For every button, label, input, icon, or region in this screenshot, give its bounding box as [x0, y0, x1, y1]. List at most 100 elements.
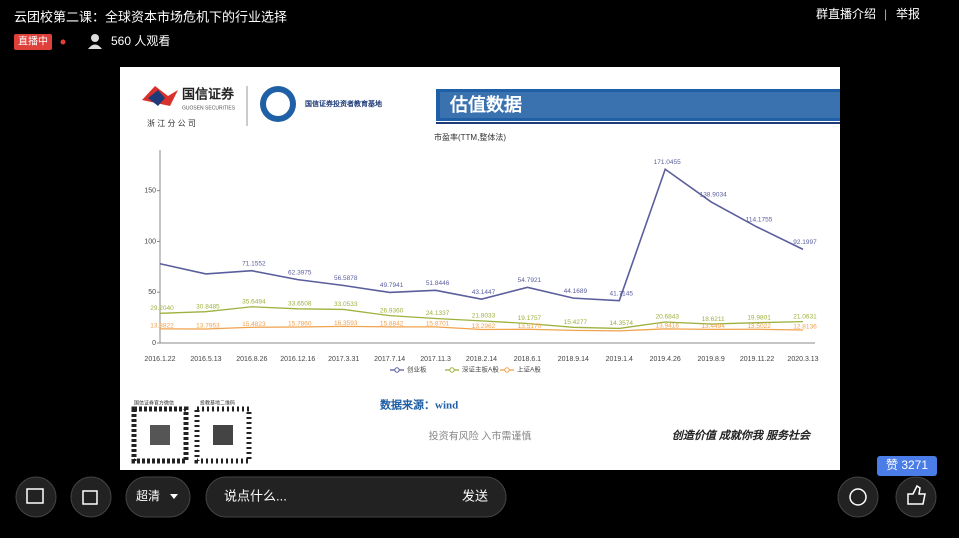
- branch: 浙 江 分 公 司: [147, 118, 196, 128]
- data-label: 18.6211: [702, 316, 725, 323]
- data-label: 49.7941: [380, 282, 404, 289]
- gift-button[interactable]: [837, 476, 879, 518]
- quality-caret: [170, 494, 178, 499]
- live-badge: 直播中: [18, 35, 48, 48]
- company-en: GUOSEN SECURITIES: [182, 105, 236, 111]
- data-label: 14.3574: [610, 320, 634, 327]
- stream-title: 云团校第二课：全球资本市场危机下的行业选择: [14, 9, 287, 24]
- y-tick-label: 150: [144, 187, 156, 194]
- series-line: [159, 306, 804, 330]
- x-tick-label: 2017.3.31: [328, 356, 359, 363]
- heading-gloss: [440, 92, 840, 118]
- x-tick-label: 2016.1.22: [144, 356, 175, 363]
- data-label: 30.8485: [196, 303, 220, 310]
- company-logo-inner: [148, 90, 165, 106]
- data-label: 13.2962: [472, 323, 496, 330]
- heading-bar: [436, 89, 840, 121]
- like-count: 赞 3271: [886, 458, 928, 472]
- legend-marker: [449, 367, 455, 373]
- qr-label: 投教基地二维码: [200, 399, 235, 406]
- data-label: 13.7953: [196, 323, 220, 330]
- risk-note: 投资有风险 入市需谨慎: [429, 430, 532, 443]
- x-tick-label: 2016.12.16: [280, 356, 315, 363]
- base-name: 国信证券投资者教育基地: [305, 99, 382, 108]
- send-button[interactable]: 发送: [462, 488, 488, 503]
- data-label: 51.8446: [426, 280, 450, 287]
- like-count-bg: [877, 456, 937, 476]
- data-label: 56.5878: [334, 275, 358, 282]
- data-label: 26.9360: [380, 307, 404, 314]
- report-link[interactable]: 举报: [896, 6, 920, 21]
- data-label: 13.9416: [655, 323, 679, 330]
- x-tick-label: 2019.11.22: [740, 356, 775, 363]
- company-name: 国信证券: [182, 86, 235, 101]
- series-line: [159, 167, 804, 302]
- viewer-icon-body: [88, 44, 102, 49]
- y-tick-label: 100: [144, 238, 156, 245]
- x-tick-label: 2019.4.26: [650, 356, 681, 363]
- x-tick-label: 2020.3.13: [787, 356, 818, 363]
- x-tick-label: 2016.8.26: [236, 356, 267, 363]
- comment-placeholder: 说点什么...: [224, 488, 287, 503]
- data-label: 15.8842: [380, 321, 404, 328]
- legend-label: 上证A股: [517, 365, 541, 374]
- x-tick-label: 2019.8.9: [698, 356, 725, 363]
- data-label: 13.4494: [701, 323, 725, 330]
- data-label: 15.7860: [288, 321, 312, 328]
- slogan: 创造价值 成就你我 服务社会: [672, 429, 812, 442]
- data-label: 19.1757: [518, 315, 542, 322]
- share-icon: [82, 490, 98, 505]
- data-label: 24.1337: [426, 310, 450, 317]
- x-tick-label: 2018.9.14: [558, 356, 589, 363]
- legend-marker: [394, 367, 400, 373]
- data-label: 54.7921: [518, 277, 542, 284]
- viewer-count: 560 人观看: [111, 34, 170, 48]
- menu-button[interactable]: [15, 476, 57, 518]
- data-label: 20.6843: [655, 314, 679, 321]
- comment-input[interactable]: [205, 476, 507, 518]
- base-logo-inner: [266, 92, 290, 116]
- data-label: 15.8701: [426, 321, 450, 328]
- data-label: 19.9801: [747, 314, 771, 321]
- like-icon: [907, 484, 926, 505]
- qr-center: [213, 425, 233, 445]
- group-intro-link[interactable]: 群直播介绍: [816, 7, 876, 21]
- legend-marker: [504, 367, 510, 373]
- legend-label: 创业板: [407, 365, 427, 374]
- live-badge-bg: [14, 34, 52, 50]
- gift-icon: [849, 488, 867, 506]
- data-label: 16.3593: [334, 320, 358, 327]
- data-label: 71.1552: [242, 260, 266, 267]
- chart: 0 50 100 150 2016.1.22 2016.5.13 2016.8.26 2016…: [144, 159, 818, 374]
- quality-button[interactable]: [125, 476, 191, 518]
- slide-heading: 估值数据: [449, 94, 522, 115]
- data-label: 171.0455: [654, 159, 681, 166]
- data-label: 33.6508: [288, 301, 312, 308]
- data-label: 41.7145: [610, 290, 634, 297]
- data-label: 13.8822: [150, 323, 174, 330]
- series-line: [159, 325, 804, 332]
- data-label: 15.4823: [242, 321, 266, 328]
- qr-label: 国信证券官方微信: [134, 399, 174, 406]
- like-button[interactable]: [895, 476, 937, 518]
- data-label: 21.8033: [472, 313, 496, 320]
- viewer-icon: [91, 34, 99, 42]
- data-label: 13.5170: [518, 323, 542, 330]
- data-label: 15.4277: [564, 319, 588, 326]
- chart-title: 市盈率(TTM,整体法): [434, 132, 506, 142]
- footer: 超清 说点什么... 发送 赞 3271: [15, 456, 937, 518]
- data-label: 62.3975: [288, 269, 312, 276]
- data-label: 35.6494: [242, 299, 266, 306]
- data-label: 29.2040: [150, 305, 174, 312]
- x-tick-label: 2016.5.13: [190, 356, 221, 363]
- x-tick-label: 2018.6.1: [514, 356, 541, 363]
- y-tick-label: 0: [152, 340, 156, 347]
- data-label: 92.1997: [793, 239, 817, 246]
- data-label: 21.0631: [793, 313, 817, 320]
- share-button[interactable]: [70, 476, 112, 518]
- slide: [120, 67, 840, 470]
- separator: |: [884, 7, 887, 21]
- data-label: 12.8136: [793, 324, 817, 331]
- data-label: 43.1447: [472, 289, 496, 296]
